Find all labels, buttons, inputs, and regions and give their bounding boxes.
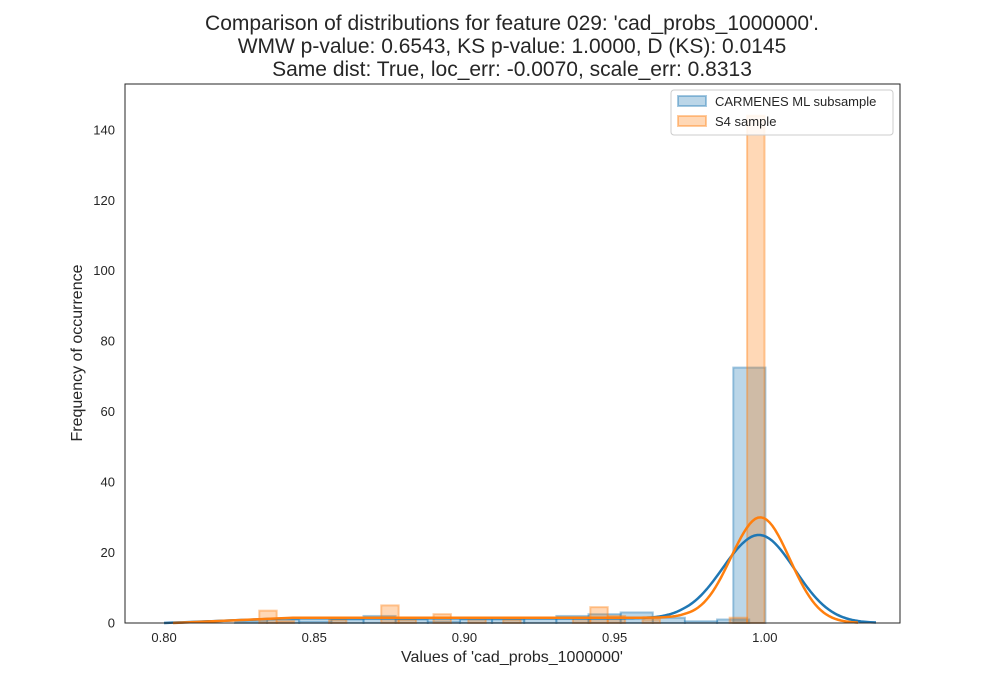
histogram-bar-s4-4 <box>397 618 418 624</box>
legend-label-s4: S4 sample <box>715 114 776 129</box>
chart-title-line-1: Comparison of distributions for feature … <box>205 12 819 35</box>
kde-curves <box>164 516 877 625</box>
x-tick-label: 1.00 <box>752 630 777 645</box>
histogram-bar-s4-13 <box>746 114 766 625</box>
legend-swatch-s4 <box>677 115 707 127</box>
x-axis-label: Values of 'cad_probs_1000000' <box>401 649 623 666</box>
histogram-bar-s4-0 <box>258 609 278 624</box>
y-tick-label: 20 <box>101 545 115 560</box>
chart-title-line-3: Same dist: True, loc_err: -0.0070, scale… <box>272 58 752 81</box>
y-tick-label: 60 <box>101 404 115 419</box>
chart-title-line-2: WMW p-value: 0.6543, KS p-value: 1.0000,… <box>238 35 787 58</box>
y-tick-label: 140 <box>93 122 115 137</box>
histogram-bars <box>233 114 767 625</box>
legend-box <box>670 89 894 136</box>
y-axis-label: Frequency of occurrence <box>69 264 86 441</box>
histogram-bar-carmenes-16 <box>732 366 767 624</box>
histogram-bar-s4-11 <box>641 618 661 624</box>
y-tick-label: 80 <box>101 334 115 349</box>
y-tick-label: 120 <box>93 193 115 208</box>
histogram-bar-s4-12 <box>728 616 749 624</box>
y-axis-ticks: 0 20 40 60 80 100 120 140 <box>93 122 115 630</box>
histogram-bar-s4-2 <box>327 618 348 624</box>
legend-label-carmenes: CARMENES ML subsample <box>715 94 876 109</box>
y-tick-label: 100 <box>93 263 115 278</box>
x-tick-label: 0.95 <box>602 630 627 645</box>
legend: CARMENES ML subsample S4 sample <box>670 89 894 136</box>
x-tick-label: 0.85 <box>302 630 327 645</box>
x-tick-label: 0.80 <box>151 630 176 645</box>
x-axis-ticks: 0.80 0.85 0.90 0.95 1.00 <box>151 630 777 645</box>
axes-frame <box>124 83 901 624</box>
plot-area <box>164 114 877 625</box>
kde-curve-s4 <box>173 516 859 625</box>
histogram-bar-s4-3 <box>380 604 400 625</box>
legend-swatch-carmenes <box>677 95 707 107</box>
histogram-bar-s4-9 <box>589 606 609 625</box>
y-tick-label: 0 <box>108 616 115 631</box>
y-tick-label: 40 <box>101 475 115 490</box>
x-tick-label: 0.90 <box>452 630 477 645</box>
histogram-bar-s4-7 <box>502 618 522 624</box>
